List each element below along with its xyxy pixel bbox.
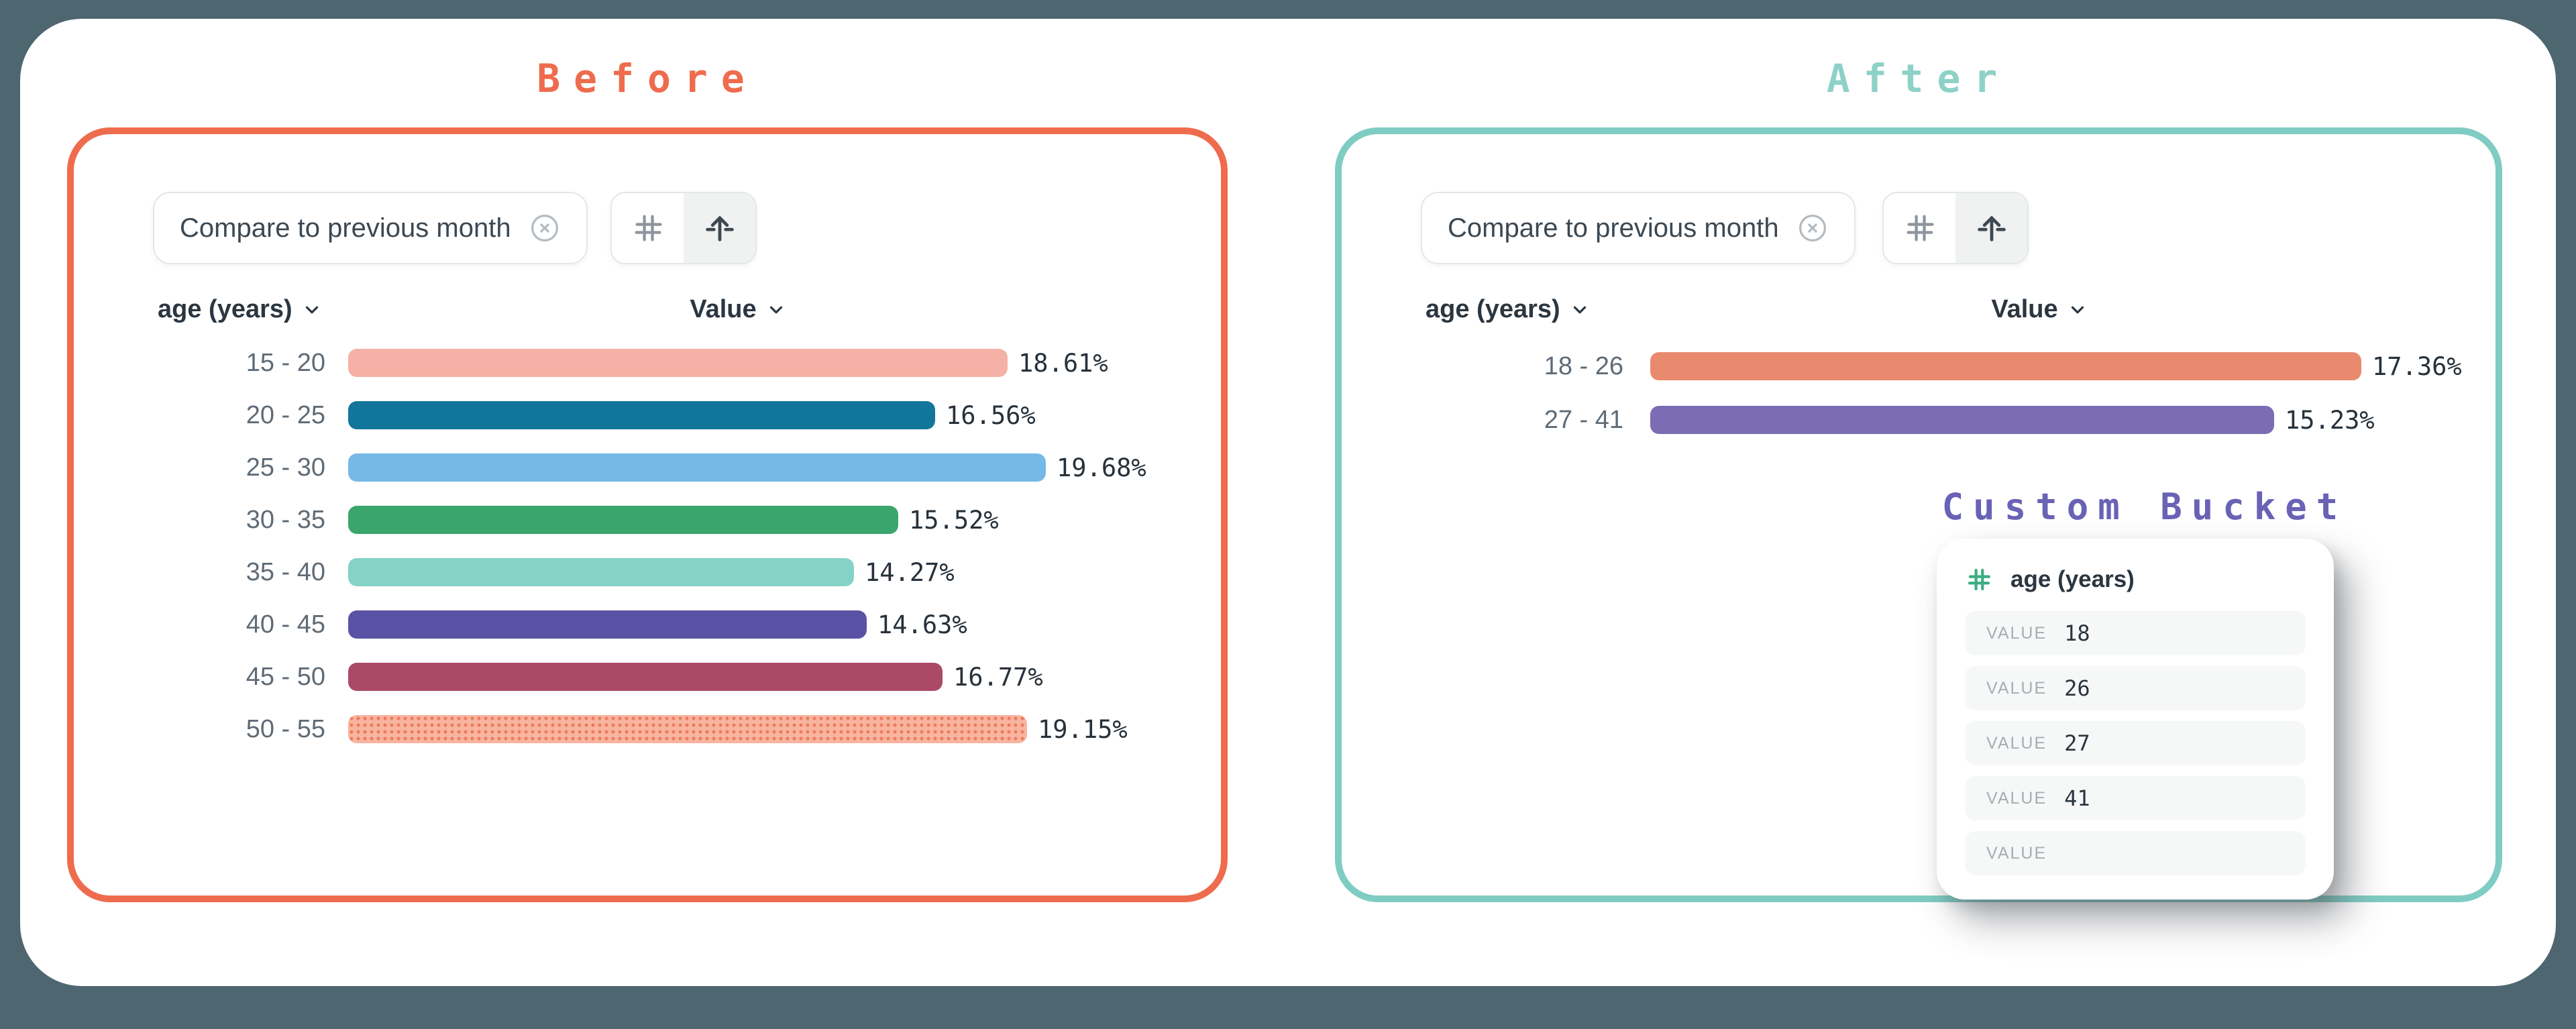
chevron-down-icon xyxy=(305,306,318,313)
bar[interactable] xyxy=(348,506,898,534)
measure-header[interactable]: Value xyxy=(1966,295,2113,324)
value-field-label: VALUE xyxy=(1986,623,2047,643)
value-label: 16.77% xyxy=(953,662,1043,692)
arrow-up-axis-icon xyxy=(1977,215,2006,241)
measure-header-label: Value xyxy=(1991,295,2058,323)
numeric-mode-button[interactable] xyxy=(612,193,684,263)
value-field-input[interactable]: 27 xyxy=(2064,730,2090,756)
bar-row: 25 - 30 19.68% xyxy=(74,441,1208,494)
remove-filter-icon[interactable] xyxy=(1796,212,1829,244)
value-field-label: VALUE xyxy=(1986,733,2047,753)
dimension-header[interactable]: age (years) xyxy=(158,295,322,324)
bucket-value-field[interactable]: VALUE 18 xyxy=(1965,611,2306,655)
after-bar-chart: 18 - 26 17.36% 27 - 41 15.23% xyxy=(1342,339,2482,447)
value-field-label: VALUE xyxy=(1986,843,2047,863)
after-panel: Compare to previous month age (years) Va… xyxy=(1335,127,2502,902)
value-field-input[interactable]: 41 xyxy=(2064,786,2090,811)
value-field-input[interactable]: 18 xyxy=(2064,620,2090,646)
before-bar-chart: 15 - 20 18.61% 20 - 25 16.56% 25 - 30 19… xyxy=(74,337,1208,755)
remove-filter-icon[interactable] xyxy=(529,212,561,244)
bar-row: 18 - 26 17.36% xyxy=(1342,339,2482,393)
category-label: 50 - 55 xyxy=(246,714,325,743)
filter-chip-label: Compare to previous month xyxy=(180,213,511,243)
chevron-down-icon xyxy=(1573,306,1586,313)
bar-row: 30 - 35 15.52% xyxy=(74,494,1208,546)
category-label: 35 - 40 xyxy=(246,557,325,586)
category-label: 18 - 26 xyxy=(1544,351,1623,380)
hash-icon xyxy=(1907,215,1934,241)
measure-header-label: Value xyxy=(690,295,757,323)
before-title: Before xyxy=(537,56,758,101)
measure-header[interactable]: Value xyxy=(664,295,812,324)
bucket-value-field[interactable]: VALUE xyxy=(1965,831,2306,875)
numeric-field-hash-icon xyxy=(1968,568,1990,591)
value-label: 19.15% xyxy=(1038,714,1128,744)
bar-row: 15 - 20 18.61% xyxy=(74,337,1208,389)
bar[interactable] xyxy=(348,453,1046,482)
dimension-header-label: age (years) xyxy=(1426,295,1560,323)
value-label: 15.52% xyxy=(909,505,999,535)
value-label: 18.61% xyxy=(1018,348,1108,378)
value-label: 16.56% xyxy=(946,400,1036,430)
after-title: After xyxy=(1826,56,2011,101)
custom-bucket-title: Custom Bucket xyxy=(1941,486,2348,528)
bar[interactable] xyxy=(348,715,1027,743)
value-field-label: VALUE xyxy=(1986,788,2047,808)
category-label: 20 - 25 xyxy=(246,400,325,429)
chevron-down-icon xyxy=(2071,306,2084,313)
before-panel: Compare to previous month age (years) Va… xyxy=(67,127,1228,902)
display-mode-toggle xyxy=(610,192,757,264)
category-label: 45 - 50 xyxy=(246,662,325,691)
bar[interactable] xyxy=(1650,352,2361,380)
bucket-field-header: age (years) xyxy=(1965,565,2306,594)
bar[interactable] xyxy=(348,610,867,639)
hash-icon xyxy=(635,215,662,241)
category-label: 40 - 45 xyxy=(246,610,325,639)
bar-row: 45 - 50 16.77% xyxy=(74,651,1208,703)
value-field-label: VALUE xyxy=(1986,678,2047,698)
value-label: 15.23% xyxy=(2285,405,2375,435)
dimension-header[interactable]: age (years) xyxy=(1426,295,1590,324)
bar-row: 27 - 41 15.23% xyxy=(1342,393,2482,447)
arrow-up-axis-icon xyxy=(705,215,734,241)
bucket-value-field[interactable]: VALUE 26 xyxy=(1965,666,2306,710)
category-label: 30 - 35 xyxy=(246,505,325,534)
bar[interactable] xyxy=(1650,406,2274,434)
filter-chip-label: Compare to previous month xyxy=(1448,213,1779,243)
axis-mode-button[interactable] xyxy=(684,193,755,263)
chevron-down-icon xyxy=(769,306,782,313)
value-label: 14.63% xyxy=(877,610,967,639)
value-label: 17.36% xyxy=(2372,351,2462,381)
axis-mode-button[interactable] xyxy=(1955,193,2027,263)
bar-row: 40 - 45 14.63% xyxy=(74,598,1208,651)
filter-chip[interactable]: Compare to previous month xyxy=(1421,192,1856,264)
bar[interactable] xyxy=(348,349,1008,377)
category-label: 27 - 41 xyxy=(1544,405,1623,434)
bar-row: 20 - 25 16.56% xyxy=(74,389,1208,441)
custom-bucket-popup: age (years) VALUE 18 VALUE 26 VALUE 27 V… xyxy=(1937,539,2334,900)
bar[interactable] xyxy=(348,663,943,691)
dimension-header-label: age (years) xyxy=(158,295,292,323)
value-label: 19.68% xyxy=(1057,453,1146,482)
bar-row: 35 - 40 14.27% xyxy=(74,546,1208,598)
bar[interactable] xyxy=(348,401,935,429)
numeric-mode-button[interactable] xyxy=(1884,193,1955,263)
bar[interactable] xyxy=(348,558,854,586)
bar-row: 50 - 55 19.15% xyxy=(74,703,1208,755)
category-label: 15 - 20 xyxy=(246,348,325,377)
bucket-field-name: age (years) xyxy=(2010,566,2135,592)
bucket-value-field[interactable]: VALUE 41 xyxy=(1965,776,2306,820)
value-label: 14.27% xyxy=(865,557,955,587)
value-field-input[interactable]: 26 xyxy=(2064,675,2090,701)
filter-chip[interactable]: Compare to previous month xyxy=(153,192,588,264)
display-mode-toggle xyxy=(1882,192,2029,264)
category-label: 25 - 30 xyxy=(246,453,325,482)
bucket-value-field[interactable]: VALUE 27 xyxy=(1965,721,2306,765)
